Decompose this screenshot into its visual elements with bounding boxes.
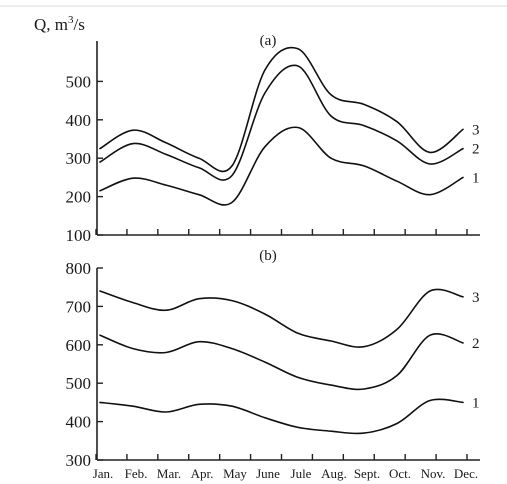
series-line-3 [99,288,464,348]
y-tick-label: 100 [66,226,92,245]
y-tick-label: 500 [66,374,92,393]
series-line-1 [99,398,464,435]
y-tick-label: 300 [66,451,92,470]
y-tick-label: 700 [66,297,92,316]
y-tick-label: 200 [66,188,92,207]
panel-label: (a) [260,33,277,49]
series-line-2 [99,64,464,181]
x-tick-label: Sept. [354,466,380,481]
x-axis: Jan. Feb. Mar. Apr. May June Jule Aug. Sept. Oct.… [93,466,478,481]
x-tick-label: Feb. [125,466,148,481]
series-line-2 [99,333,464,391]
x-tick-label: Jan. [93,466,114,481]
series-line-3 [99,46,464,173]
x-tick-label: Nov. [421,466,446,481]
series-label: 1 [472,395,480,411]
x-tick-label: Oct. [389,466,411,481]
x-tick-label: Jule [291,466,312,481]
y-tick-label: 600 [66,336,92,355]
y-tick-label: 300 [66,149,92,168]
y-axis-label: Q, m3/s [34,14,85,34]
y-tick-label: 400 [66,413,92,432]
x-tick-label: June [256,466,280,481]
series-label: 2 [472,336,480,352]
panel-a: 100 200 300 400 500 (a) 1 2 3 [66,33,480,245]
panel-b: 300 400 500 600 700 800 (b) 1 2 3 [66,248,480,470]
y-tick-label: 500 [66,72,92,91]
series-label: 3 [472,290,480,306]
x-tick-label: Apr. [191,466,214,481]
y-tick-label: 800 [66,259,92,278]
series-label: 3 [472,122,480,138]
series-line-1 [99,126,464,206]
series-label: 2 [472,142,480,158]
panel-label: (b) [259,248,277,264]
x-tick-label: Dec. [454,466,478,481]
x-tick-label: Mar. [157,466,181,481]
x-tick-label: Aug. [321,466,347,481]
y-tick-label: 400 [66,111,92,130]
x-tick-label: May [223,466,247,481]
series-label: 1 [472,170,480,186]
